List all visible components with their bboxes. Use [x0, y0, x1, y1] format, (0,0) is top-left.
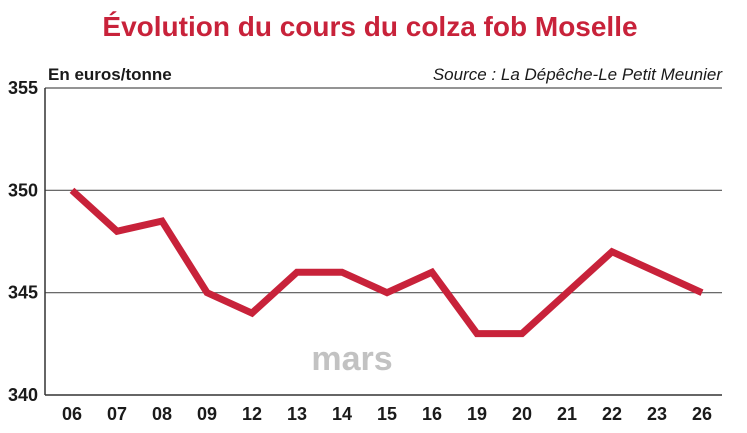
- x-tick-label: 23: [647, 404, 667, 424]
- x-tick-label: 21: [557, 404, 577, 424]
- x-tick-label: 20: [512, 404, 532, 424]
- x-tick-label: 16: [422, 404, 442, 424]
- chart-title: Évolution du cours du colza fob Moselle: [102, 11, 637, 42]
- month-annotation: mars: [311, 340, 392, 378]
- y-tick-label: 340: [8, 385, 38, 405]
- x-tick-label: 09: [197, 404, 217, 424]
- y-tick-label: 355: [8, 78, 38, 98]
- y-tick-labels: 340 345 350 355: [8, 78, 38, 405]
- x-tick-label: 19: [467, 404, 487, 424]
- series-line: [69, 187, 704, 338]
- x-tick-label: 22: [602, 404, 622, 424]
- axes: [44, 88, 722, 396]
- gridlines: [45, 87, 722, 294]
- x-tick-label: 12: [242, 404, 262, 424]
- x-tick-label: 26: [692, 404, 712, 424]
- x-tick-label: 06: [62, 404, 82, 424]
- x-tick-label: 08: [152, 404, 172, 424]
- y-axis-label: En euros/tonne: [48, 65, 172, 84]
- y-tick-label: 345: [8, 283, 38, 303]
- y-tick-label: 350: [8, 180, 38, 200]
- x-tick-labels: 06 07 08 09 12 13 14 15 16 19 20 21 22 23 26: [62, 404, 712, 424]
- x-tick-label: 07: [107, 404, 127, 424]
- x-tick-label: 14: [332, 404, 352, 424]
- source-note: Source : La Dépêche-Le Petit Meunier: [433, 65, 724, 84]
- x-tick-label: 13: [287, 404, 307, 424]
- x-tick-label: 15: [377, 404, 397, 424]
